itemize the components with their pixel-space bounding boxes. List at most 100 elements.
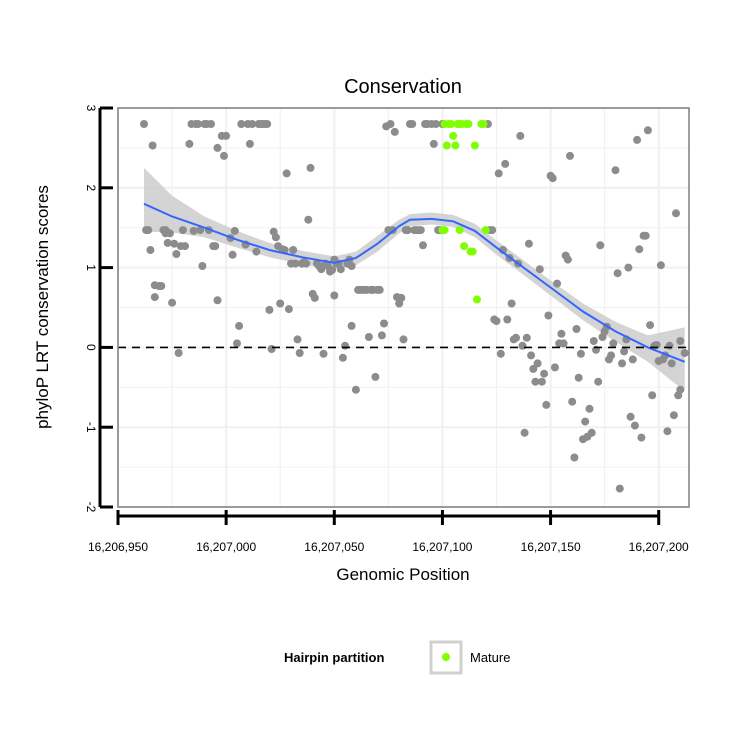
data-point-other (676, 337, 685, 345)
data-point-other (672, 209, 680, 218)
data-point-other (630, 421, 639, 430)
data-point-other (168, 298, 177, 307)
data-point-other (165, 229, 174, 238)
data-point-other (633, 135, 642, 144)
data-point-other (646, 321, 655, 330)
data-point-other (641, 231, 650, 240)
data-point-other (566, 151, 574, 160)
x-tick-label: 16,207,100 (412, 540, 472, 554)
data-point-other (397, 293, 406, 302)
data-point-other (408, 120, 417, 128)
data-point-other (390, 127, 399, 136)
data-point-other (589, 337, 598, 345)
data-point-other (211, 242, 220, 251)
smooth-fit (143, 202, 686, 363)
data-point-other (680, 349, 689, 357)
data-point-other (302, 259, 311, 268)
data-point-other (496, 349, 505, 358)
data-point-other (416, 226, 425, 235)
data-point-other (172, 250, 181, 258)
data-point-other (542, 400, 551, 409)
data-point-mature (449, 131, 458, 140)
data-point-other (222, 131, 231, 140)
data-point-other (611, 166, 620, 175)
data-point-other (330, 291, 339, 300)
data-point-other (319, 349, 328, 358)
data-point-other (419, 241, 427, 250)
data-point-mature (447, 120, 456, 128)
data-point-other (667, 359, 676, 368)
data-point-mature (464, 120, 473, 128)
data-point-other (626, 412, 635, 421)
legend-title: Hairpin partition (284, 650, 384, 665)
y-tick-label: 2 (84, 184, 98, 191)
data-point-other (336, 265, 345, 274)
data-point-other (535, 265, 544, 274)
data-point-other (540, 369, 549, 378)
data-point-other (245, 139, 254, 148)
data-point-other (341, 341, 350, 350)
data-point-other (615, 484, 624, 493)
x-tick-label: 16,206,950 (88, 540, 148, 554)
data-point-other (557, 329, 566, 338)
data-point-other (518, 341, 527, 350)
data-point-other (628, 355, 637, 364)
data-point-other (377, 331, 386, 340)
data-point-other (317, 265, 326, 274)
y-tick-label: 0 (84, 344, 98, 351)
data-point-mature (451, 141, 460, 150)
data-point-other (503, 315, 512, 324)
data-point-other (228, 250, 237, 259)
data-point-other (144, 226, 153, 235)
panel-border (117, 107, 690, 508)
data-point-other (194, 120, 202, 128)
data-point-other (613, 269, 622, 278)
x-tick-label: 16,207,150 (521, 540, 581, 554)
data-point-other (550, 363, 559, 372)
data-point-other (663, 427, 672, 436)
data-point-other (351, 385, 360, 394)
data-point-other (364, 333, 373, 341)
data-point-other (516, 131, 525, 140)
data-point-other (252, 247, 261, 256)
data-point-other (289, 246, 298, 254)
data-point-other (618, 359, 626, 368)
x-tick-label: 16,207,200 (629, 540, 689, 554)
data-point-other (178, 226, 187, 235)
data-point-other (665, 341, 674, 350)
data-point-other (263, 120, 272, 128)
data-point-other (291, 259, 300, 268)
y-tick-label: -1 (84, 422, 98, 433)
y-axis-title: phyloP LRT conservation scores (33, 185, 52, 429)
data-point-other (233, 339, 241, 348)
y-axis: -2 -1 0 1 2 3 (84, 105, 113, 513)
data-point-other (140, 120, 148, 128)
data-point-other (328, 266, 337, 274)
data-point-other (531, 377, 540, 386)
data-point-other (276, 299, 285, 308)
data-point-other (431, 120, 440, 128)
smooth-line (143, 202, 686, 363)
data-point-other (403, 226, 412, 235)
data-point-mature (440, 226, 449, 235)
data-point-other (293, 335, 302, 344)
x-axis-title: Genomic Position (336, 565, 469, 584)
data-point-other (568, 397, 577, 406)
data-point-other (581, 417, 590, 426)
data-point-other (235, 321, 244, 330)
data-point-other (230, 226, 239, 235)
plot-panel (117, 107, 690, 508)
data-point-other (488, 226, 497, 235)
data-point-other (386, 120, 395, 128)
data-point-other (213, 296, 222, 305)
data-point-other (220, 151, 228, 160)
data-point-other (284, 305, 293, 314)
data-point-other (271, 233, 280, 242)
data-point-other (572, 325, 581, 333)
x-tick-label: 16,207,000 (196, 540, 256, 554)
data-point-other (563, 255, 572, 264)
data-point-other (310, 293, 319, 302)
data-point-other (637, 433, 646, 442)
data-point-other (676, 385, 685, 394)
